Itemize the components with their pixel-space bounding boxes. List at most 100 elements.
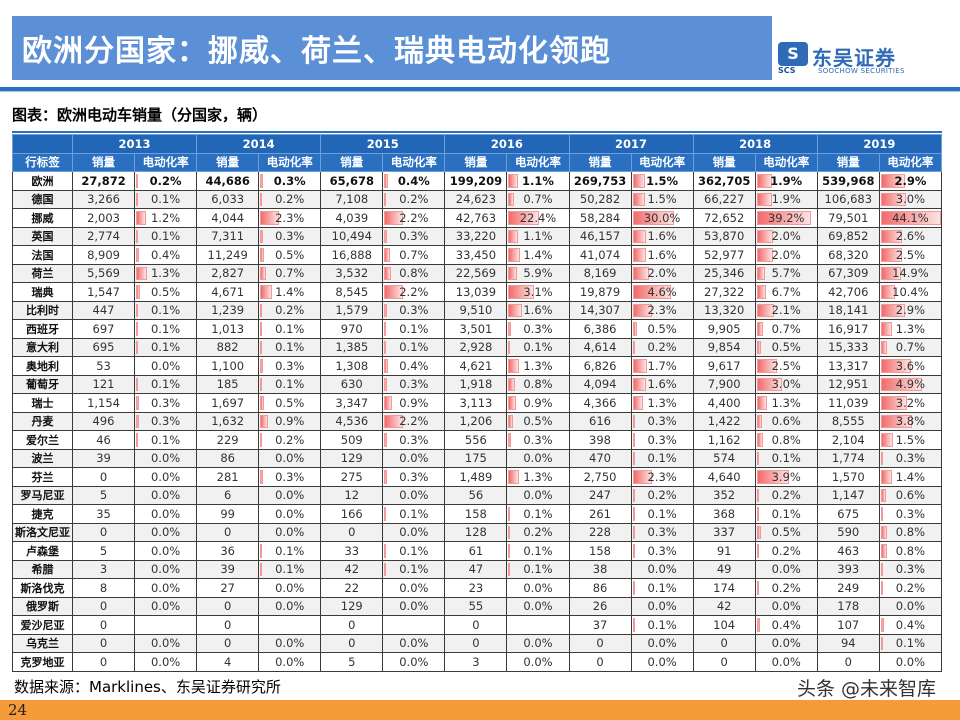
sales-cell: 447 — [71, 300, 136, 320]
data-bar — [384, 248, 391, 262]
data-bar — [384, 433, 387, 447]
table-row: 卢森堡 5 0.0% 36 0.1% 33 0.1% 61 0.1% 158 0.3% 91 0.2% 4… — [12, 541, 943, 561]
ev-rate-value: 1.4% — [523, 247, 553, 262]
ev-rate-value: 4.6% — [647, 284, 677, 299]
soochow-logo: S SCS 东吴证券 SOOCHOW SECURITIES — [778, 40, 928, 80]
ev-rate-cell: 0.2% — [630, 337, 694, 357]
ev-rate-value: 0.5% — [275, 247, 305, 262]
ev-rate-cell — [258, 615, 322, 635]
ev-rate-cell: 0.1% — [506, 504, 570, 524]
ev-rate-cell: 0.3% — [630, 411, 694, 431]
ev-rate-value: 0.0% — [647, 636, 677, 651]
ev-rate-cell: 0.0% — [134, 504, 198, 524]
ev-rate-value: 0.1% — [150, 377, 181, 392]
ev-rate-cell: 1.3% — [754, 393, 818, 413]
data-bar — [756, 248, 774, 262]
ev-rate-value: 0.3% — [275, 358, 305, 373]
ev-rate-value: 1.5% — [895, 432, 926, 447]
data-bar — [384, 322, 387, 336]
ev-rate-cell: 3.8% — [878, 411, 943, 431]
data-bar — [632, 581, 635, 595]
page-number: 24 — [8, 701, 28, 719]
ev-rate-value: 2.5% — [895, 247, 926, 262]
logo-mark-icon: S — [778, 42, 808, 66]
ev-rate-value: 0.3% — [399, 303, 429, 318]
sales-cell: 41,074 — [568, 245, 632, 265]
ev-rate-cell: 0.3% — [506, 319, 570, 339]
sales-cell: 42,706 — [816, 282, 880, 302]
ev-rate-cell: 0.1% — [754, 504, 818, 524]
data-bar — [880, 488, 886, 502]
sales-cell: 1,579 — [320, 300, 384, 320]
ev-rate-value: 2.0% — [771, 229, 801, 244]
sales-cell: 0 — [320, 615, 384, 635]
ev-rate-cell: 1.3% — [506, 356, 570, 376]
data-bar — [880, 266, 902, 280]
ev-rate-cell: 0.4% — [382, 356, 446, 376]
ev-rate-cell: 1.5% — [630, 189, 694, 209]
ev-rate-value: 0.0% — [399, 451, 429, 466]
ev-rate-cell: 3.1% — [506, 282, 570, 302]
ev-rate-cell: 2.0% — [630, 263, 694, 283]
ev-rate-value: 0.2% — [399, 192, 429, 207]
ev-rate-value: 0.1% — [275, 340, 305, 355]
ev-rate-cell: 0.8% — [382, 263, 446, 283]
ev-rate-cell: 2.3% — [630, 300, 694, 320]
country-label: 欧洲 — [12, 171, 73, 191]
ev-rate-cell: 0.2% — [258, 430, 322, 450]
header-divider — [0, 87, 960, 91]
sales-cell: 15,333 — [816, 337, 880, 357]
sales-header: 销量 — [444, 152, 508, 172]
sales-cell: 0 — [692, 633, 756, 653]
ev-rate-value: 3.0% — [895, 192, 926, 207]
ev-rate-cell: 2.9% — [878, 300, 943, 320]
sales-cell: 275 — [320, 467, 384, 487]
sales-cell: 166 — [320, 504, 384, 524]
data-bar — [632, 229, 646, 243]
sales-cell: 129 — [320, 596, 384, 616]
ev-rate-value: 0.0% — [150, 488, 181, 503]
data-bar — [136, 266, 147, 280]
sales-cell: 695 — [71, 337, 136, 357]
sales-cell: 2,774 — [71, 226, 136, 246]
sales-cell: 398 — [568, 430, 632, 450]
ev-rate-value: 0.0% — [275, 654, 305, 669]
data-bar — [880, 618, 885, 632]
sales-cell: 8 — [71, 578, 136, 598]
sales-cell: 61 — [444, 541, 508, 561]
sales-cell: 0 — [71, 596, 136, 616]
data-bar — [136, 433, 139, 447]
sales-cell: 3,347 — [320, 393, 384, 413]
ev-rate-value: 0.9% — [523, 395, 553, 410]
data-bar — [136, 322, 139, 336]
ev-rate-value: 0.0% — [150, 654, 181, 669]
table-row: 罗马尼亚 5 0.0% 6 0.0% 12 0.0% 56 0.0% 247 0.2% 352 0.2%… — [12, 485, 943, 505]
data-bar — [260, 470, 263, 484]
sales-cell: 3 — [444, 652, 508, 672]
ev-rate-cell: 0.1% — [258, 541, 322, 561]
data-bar — [260, 414, 268, 428]
data-bar — [632, 303, 652, 317]
ev-rate-value: 0.5% — [647, 321, 677, 336]
ev-rate-cell: 1.6% — [630, 374, 694, 394]
ev-rate-cell: 0.0% — [878, 652, 943, 672]
ev-rate-cell: 1.3% — [878, 319, 943, 339]
data-bar — [756, 211, 811, 225]
sales-cell: 616 — [568, 411, 632, 431]
ev-rate-value: 0.3% — [895, 506, 926, 521]
sales-cell: 10,494 — [320, 226, 384, 246]
ev-rate-value: 2.0% — [647, 266, 677, 281]
table-row: 爱沙尼亚 0 0 0 0 37 0.1% 104 0.4% 107 0.4% — [12, 615, 943, 635]
ev-rate-value: 44.1% — [892, 210, 929, 225]
sales-cell: 1,013 — [196, 319, 260, 339]
sales-cell: 12,951 — [816, 374, 880, 394]
data-bar — [632, 359, 647, 373]
data-bar — [136, 414, 139, 428]
ev-rate-value: 0.8% — [895, 543, 926, 558]
ev-rate-value: 0.7% — [399, 247, 429, 262]
ev-rate-cell: 0.9% — [506, 393, 570, 413]
country-label: 丹麦 — [12, 411, 73, 431]
sales-cell: 9,905 — [692, 319, 756, 339]
data-bar — [756, 377, 782, 391]
sales-cell: 2,827 — [196, 263, 260, 283]
